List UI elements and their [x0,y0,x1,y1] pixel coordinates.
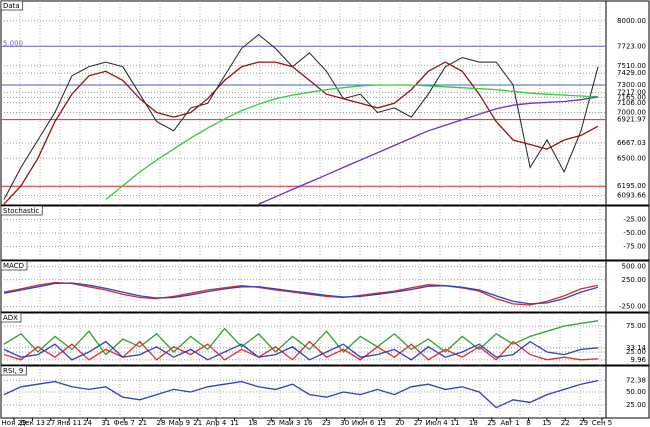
x-tick-label: 21 [138,419,147,427]
x-tick-label: 25 [267,419,276,427]
x-tick-label: Янв 11 [57,419,82,427]
panel-title: Stochastic [3,207,39,215]
series-line [3,282,599,305]
annotation: 5 000 [3,39,23,47]
y-tick-label: 7510.00 [617,62,646,70]
y-tick-label: 50.00 [626,388,646,396]
y-tick-label: 6195.00 [617,182,646,190]
y-tick-label: 7429.00 [617,69,646,77]
panel-title: MACD [3,262,24,270]
y-tick-label: 7000.00 [617,108,646,116]
x-tick-label: 31 [101,419,110,427]
x-tick-label: 28 [157,419,166,427]
x-tick-label: 18 [248,419,257,427]
x-tick-label: Июн 6 [352,419,375,427]
y-tick-label: 75.00 [626,322,646,330]
x-tick-label: Май 3 [279,419,301,427]
x-tick-label: 11 [451,419,460,427]
y-tick-label: 500.00 [622,262,647,270]
y-tick-label: -25.00 [623,216,646,224]
y-tick-label: -50.00 [623,229,646,237]
x-tick-label: Июл 4 [425,419,448,427]
y-tick-label: 7217.00 [617,89,646,97]
x-tick-label: 29 [579,419,588,427]
series-line [105,84,599,201]
x-tick-label: 23 [322,419,331,427]
x-tick-label: 20 [395,419,404,427]
y-tick-label: -250.00 [619,303,646,311]
x-tick-label: 8 [526,419,530,427]
x-tick-label: 27 [414,419,423,427]
x-tick-label: Фев 7 [114,419,135,427]
panel-frame [0,312,650,366]
panel-title-box [0,312,22,323]
y-tick-label: 6500.00 [617,154,646,162]
x-tick-label: Авг 1 [500,419,519,427]
y-tick-label: 6921.97 [617,116,646,124]
y-tick-label: 250.00 [622,276,647,284]
x-tick-label: Ноя 29 [2,419,27,427]
y-tick-label: -75.00 [623,243,646,251]
x-tick-label: Мар 9 [169,419,190,427]
x-tick-label: 21 [193,419,202,427]
x-tick-label: 11 [230,419,239,427]
y-tick-label: 9.96 [630,356,646,364]
panel-title: RSI, 9 [3,367,23,375]
x-tick-label: 25 [487,419,496,427]
x-tick-label: 18 [469,419,478,427]
series-line [3,61,599,205]
series-line [3,281,599,306]
panel-title-box [0,205,43,216]
y-tick-label: 7300.00 [617,81,646,89]
x-tick-label: 13 [377,419,386,427]
x-tick-label: 30 [340,419,349,427]
panel-title: Data [3,2,20,10]
y-tick-label: 25.00 [626,348,646,356]
series-line [3,33,599,200]
x-tick-label: Дек 13 [20,419,45,427]
series-line [3,340,599,361]
series-line [3,379,599,409]
x-tick-label: 27 [46,419,55,427]
x-tick-label: 24 [83,419,92,427]
x-tick-label: Сен 5 [592,419,612,427]
x-tick-label: 15 [542,419,551,427]
x-tick-label: 16 [304,419,313,427]
panel-title-box [0,365,27,376]
x-tick-label: Апр 4 [206,419,227,427]
panel-title-box [0,260,28,271]
y-tick-label: 33.14 [626,344,647,352]
panel-frame [0,260,650,313]
y-tick-label: 6667.03 [617,139,646,147]
y-tick-label: 7106.00 [617,99,646,107]
panel-title-box [0,0,24,11]
y-tick-label: 25.00 [626,401,646,409]
y-tick-label: 72.38 [626,376,646,384]
y-tick-label: 7723.00 [617,42,646,50]
y-tick-label: 7165.00 [617,93,646,101]
y-tick-label: 6093.66 [617,192,646,200]
y-tick-label: 8000.00 [617,17,646,25]
series-line [258,96,599,205]
panel-title: ADX [3,314,18,322]
x-tick-label: 22 [561,419,570,427]
